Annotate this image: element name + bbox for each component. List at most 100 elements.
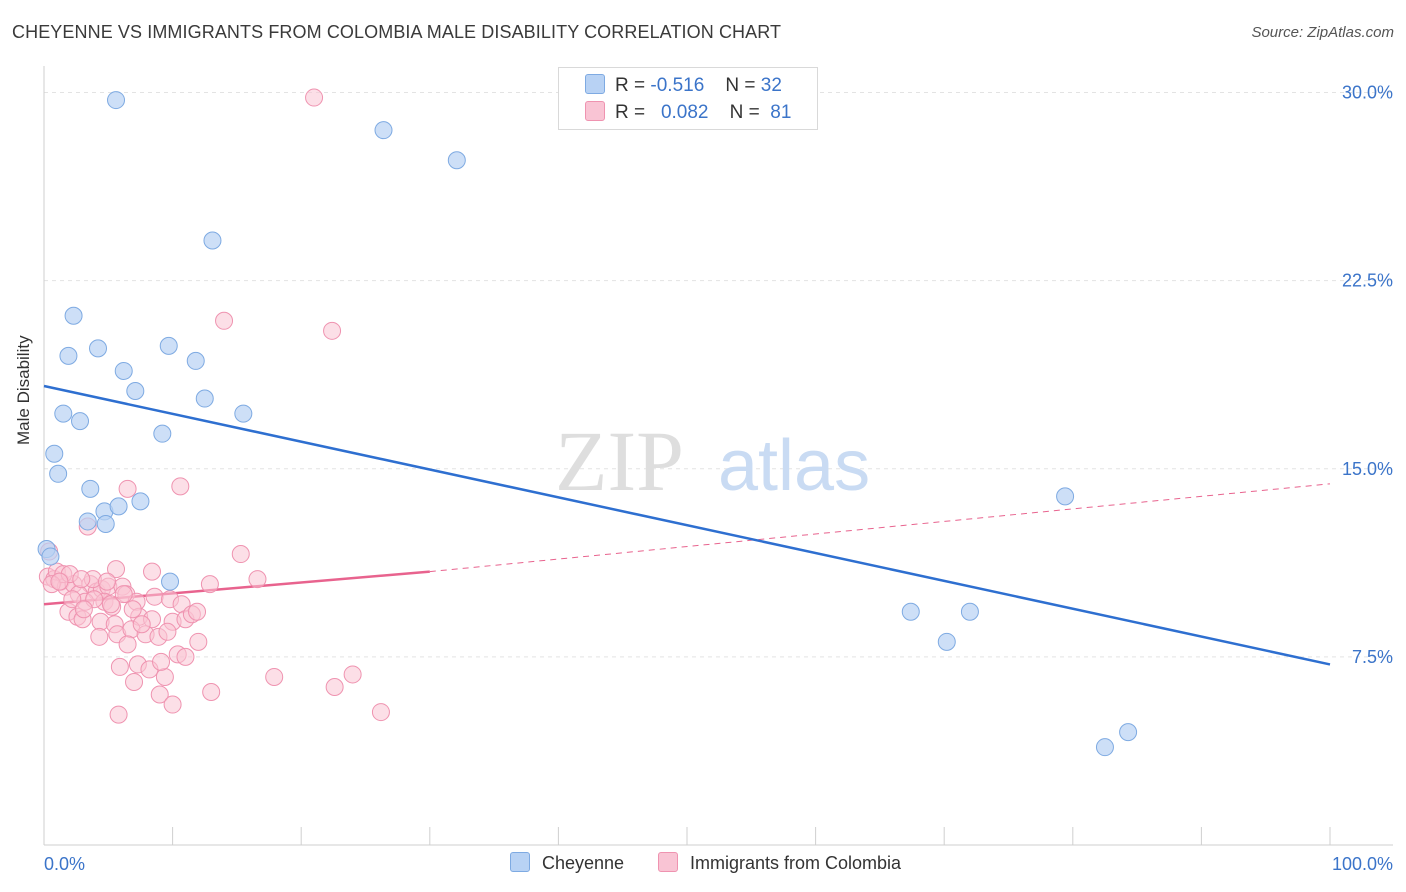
data-point-cheyenne xyxy=(109,497,128,516)
data-point-colombia xyxy=(74,600,93,619)
series-cheyenne-points xyxy=(37,91,1138,757)
data-point-colombia xyxy=(150,685,169,704)
data-point-colombia xyxy=(200,575,219,594)
legend-r-value: 0.082 xyxy=(660,102,709,123)
legend-n-label: N = xyxy=(729,102,760,123)
data-point-cheyenne xyxy=(59,346,78,365)
data-point-colombia xyxy=(50,572,69,591)
data-point-cheyenne xyxy=(161,572,180,591)
data-point-colombia xyxy=(123,600,142,619)
data-point-colombia xyxy=(171,477,190,496)
y-tick-labels: 7.5% 15.0% 22.5% 30.0% xyxy=(1342,83,1393,667)
data-point-colombia xyxy=(63,590,82,609)
watermark-atlas: atlas xyxy=(718,426,870,506)
data-point-colombia xyxy=(231,545,250,564)
data-point-colombia xyxy=(158,622,177,641)
data-point-cheyenne xyxy=(96,514,115,533)
bottom-legend-cheyenne: Cheyenne xyxy=(510,852,624,874)
legend-n-value: 81 xyxy=(770,102,792,123)
bottom-legend-colombia: Immigrants from Colombia xyxy=(658,852,901,874)
y-tick-label: 30.0% xyxy=(1342,83,1393,103)
data-point-cheyenne xyxy=(901,602,920,621)
bottom-legend-swatch-colombia xyxy=(658,852,678,872)
data-point-cheyenne xyxy=(186,351,205,370)
data-point-cheyenne xyxy=(203,231,222,250)
data-point-colombia xyxy=(188,602,207,621)
data-point-cheyenne xyxy=(78,512,97,531)
data-point-colombia xyxy=(118,479,137,498)
data-point-cheyenne xyxy=(81,479,100,498)
data-point-colombia xyxy=(132,615,151,634)
data-point-colombia xyxy=(110,657,129,676)
data-point-colombia xyxy=(305,88,324,107)
data-point-cheyenne xyxy=(1056,487,1075,506)
data-point-cheyenne xyxy=(45,444,64,463)
series-colombia-points xyxy=(38,88,390,724)
data-point-colombia xyxy=(143,562,162,581)
data-point-cheyenne xyxy=(107,91,126,110)
data-point-colombia xyxy=(101,595,120,614)
data-point-cheyenne xyxy=(49,464,68,483)
data-point-colombia xyxy=(202,683,221,701)
legend-r-label: R = xyxy=(615,102,646,123)
trendline-cheyenne xyxy=(43,384,1331,666)
data-point-cheyenne xyxy=(64,306,83,325)
data-point-colombia xyxy=(152,652,171,671)
data-point-cheyenne xyxy=(234,404,253,423)
data-point-cheyenne xyxy=(153,424,172,443)
x-tick-label-max: 100.0% xyxy=(1332,854,1393,874)
legend-r-label: R = xyxy=(615,75,646,96)
data-point-cheyenne xyxy=(89,339,108,358)
data-point-colombia xyxy=(371,703,390,722)
data-point-colombia xyxy=(109,705,128,724)
y-tick-label: 22.5% xyxy=(1342,271,1393,291)
data-point-cheyenne xyxy=(114,361,133,380)
correlation-legend: R = -0.516 N = 32 R = 0.082 N = 81 xyxy=(558,67,818,130)
data-point-cheyenne xyxy=(131,492,150,511)
data-point-cheyenne xyxy=(54,404,73,423)
data-point-colombia xyxy=(163,695,182,714)
data-point-colombia xyxy=(343,665,362,684)
data-point-colombia xyxy=(323,321,342,340)
data-point-colombia xyxy=(125,672,144,691)
data-point-colombia xyxy=(90,627,109,646)
data-point-cheyenne xyxy=(71,412,90,431)
data-point-colombia xyxy=(72,570,91,589)
data-point-colombia xyxy=(155,667,174,686)
legend-n-value: 32 xyxy=(760,75,782,96)
data-point-colombia xyxy=(98,572,117,591)
source-label: Source: ZipAtlas.com xyxy=(1251,24,1394,41)
data-point-cheyenne xyxy=(937,632,956,651)
data-point-colombia xyxy=(215,311,234,330)
bottom-legend-label: Immigrants from Colombia xyxy=(690,853,902,873)
legend-swatch-colombia xyxy=(585,101,605,121)
data-point-cheyenne xyxy=(447,151,466,170)
x-tick-label-min: 0.0% xyxy=(44,854,85,874)
data-point-cheyenne xyxy=(126,382,145,401)
watermark-zip: ZIP xyxy=(555,413,684,509)
axes xyxy=(43,66,1393,846)
data-point-cheyenne xyxy=(1095,738,1114,757)
data-point-cheyenne xyxy=(159,336,178,355)
data-point-cheyenne xyxy=(41,547,60,566)
data-point-colombia xyxy=(189,632,208,651)
data-point-colombia xyxy=(107,560,126,579)
y-tick-label: 7.5% xyxy=(1352,647,1393,667)
data-point-colombia xyxy=(248,570,267,589)
data-point-colombia xyxy=(325,677,344,696)
data-point-colombia xyxy=(265,667,284,686)
data-point-cheyenne xyxy=(195,389,214,408)
data-point-cheyenne xyxy=(374,121,393,140)
legend-row-cheyenne: R = -0.516 N = 32 xyxy=(585,74,782,100)
legend-r-value: -0.516 xyxy=(650,75,705,96)
legend-row-colombia: R = 0.082 N = 81 xyxy=(585,101,791,127)
legend-n-label: N = xyxy=(725,75,756,96)
legend-swatch-cheyenne xyxy=(585,74,605,94)
data-point-colombia xyxy=(118,635,137,654)
trendlines xyxy=(43,384,1331,666)
data-point-cheyenne xyxy=(1119,723,1138,742)
bottom-legend-swatch-cheyenne xyxy=(510,852,530,872)
data-point-colombia xyxy=(114,585,133,604)
grid-lines xyxy=(44,92,1393,658)
data-point-colombia xyxy=(176,647,195,666)
